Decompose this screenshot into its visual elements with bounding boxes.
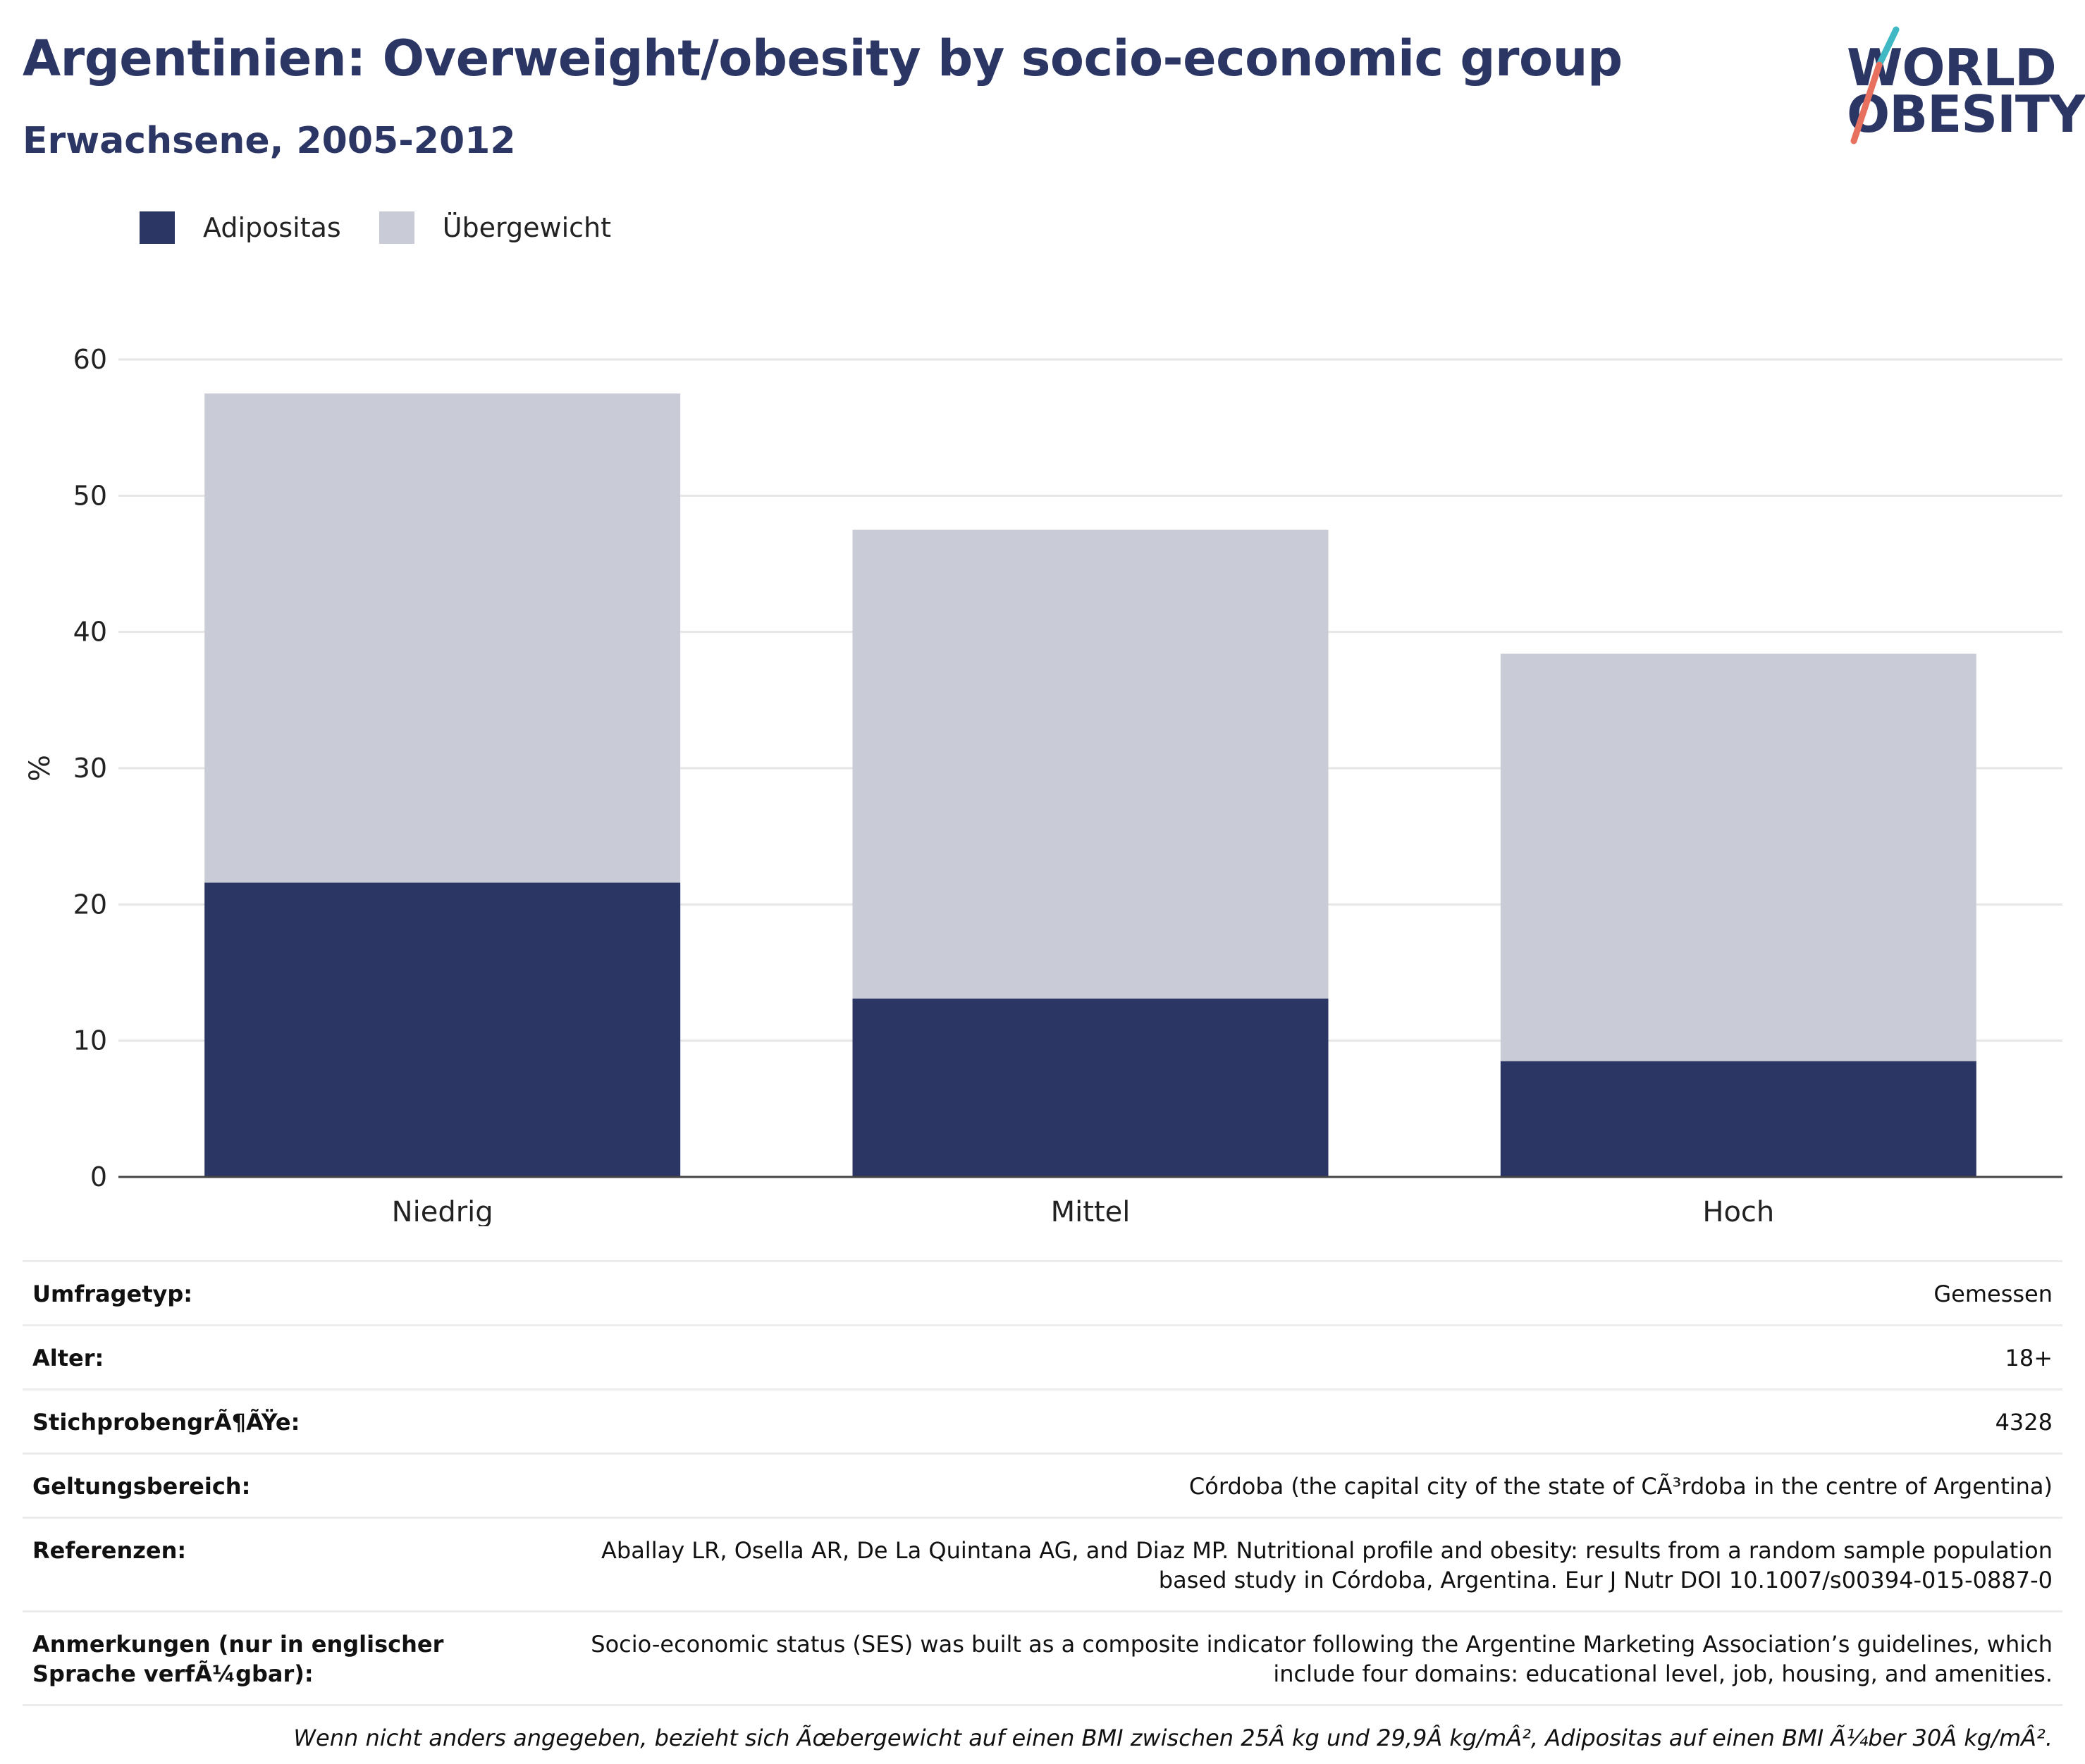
bar-chart: 0 10 20 30 40 50 60% Niedrig Mittel Hoch (24, 344, 2062, 1226)
chart-legend: Adipositas Übergewicht (140, 209, 649, 247)
x-tick-label-hoch: Hoch (1702, 1196, 1774, 1226)
y-tick-label-10: 10 (73, 1025, 107, 1056)
logo-line-2: OBESITY (1847, 85, 2085, 144)
logo-line-1: WORLD (1847, 38, 2057, 97)
info-row-coverage: Geltungsbereich: Córdoba (the capital ci… (23, 1452, 2062, 1517)
bar-mittel-uebergewicht (852, 529, 1329, 999)
info-value-coverage: Córdoba (the capital city of the state o… (1188, 1473, 2053, 1500)
info-footnote: Wenn nicht anders angegeben, bezieht sic… (293, 1725, 2053, 1751)
info-value-references: Aballay LR, Osella AR, De La Quintana AG… (601, 1537, 2053, 1593)
world-obesity-logo: WORLD OBESITY (1833, 21, 2085, 155)
legend-swatch-adipositas (140, 211, 175, 244)
legend-swatch-uebergewicht (379, 211, 414, 244)
y-tick-label-60: 60 (73, 344, 107, 375)
info-label-notes: Anmerkungen (nur in englischer Sprache v… (32, 1631, 444, 1687)
x-tick-label-mittel: Mittel (1051, 1196, 1131, 1226)
info-row-footnote: Wenn nicht anders angegeben, bezieht sic… (23, 1704, 2062, 1764)
y-tick-label-40: 40 (73, 617, 107, 648)
info-label-coverage: Geltungsbereich: (32, 1473, 251, 1500)
bar-hoch-adipositas (1500, 1061, 1976, 1177)
bar-niedrig-adipositas (204, 882, 681, 1177)
legend-item-adipositas[interactable]: Adipositas (140, 211, 341, 244)
info-row-references: Referenzen: Aballay LR, Osella AR, De La… (23, 1517, 2062, 1610)
y-tick-label-0: 0 (90, 1161, 107, 1192)
legend-item-uebergewicht[interactable]: Übergewicht (379, 211, 611, 244)
x-tick-label-niedrig: Niedrig (392, 1196, 493, 1226)
bar-mittel-adipositas (852, 998, 1329, 1177)
info-row-age: Alter: 18+ (23, 1324, 2062, 1388)
y-tick-label-50: 50 (73, 480, 107, 511)
legend-label-adipositas: Adipositas (203, 212, 341, 243)
bar-hoch-uebergewicht (1500, 653, 1976, 1061)
bar-niedrig-uebergewicht (204, 393, 681, 883)
y-axis-label: % (24, 755, 56, 782)
info-row-notes: Anmerkungen (nur in englischer Sprache v… (23, 1610, 2062, 1704)
info-value-sample-size: 4328 (1995, 1409, 2053, 1436)
info-label-survey-type: Umfragetyp: (32, 1281, 193, 1307)
info-label-references: Referenzen: (32, 1537, 187, 1564)
logo-slash-icon (1850, 26, 1900, 144)
legend-label-uebergewicht: Übergewicht (442, 212, 611, 243)
info-value-survey-type: Gemessen (1933, 1281, 2053, 1307)
page-subtitle: Erwachsene, 2005-2012 (23, 120, 516, 162)
info-label-age: Alter: (32, 1345, 104, 1371)
info-value-age: 18+ (2005, 1345, 2053, 1371)
info-value-notes: Socio-economic status (SES) was built as… (591, 1631, 2053, 1687)
info-row-survey-type: Umfragetyp: Gemessen (23, 1260, 2062, 1324)
y-tick-label-30: 30 (73, 753, 107, 784)
y-tick-label-20: 20 (73, 889, 107, 920)
page-title: Argentinien: Overweight/obesity by socio… (23, 30, 1623, 87)
info-table: Umfragetyp: Gemessen Alter: 18+ Stichpro… (23, 1260, 2062, 1764)
info-label-sample-size: StichprobengrÃ¶ÃŸe: (32, 1409, 300, 1436)
info-row-sample-size: StichprobengrÃ¶ÃŸe: 4328 (23, 1388, 2062, 1452)
